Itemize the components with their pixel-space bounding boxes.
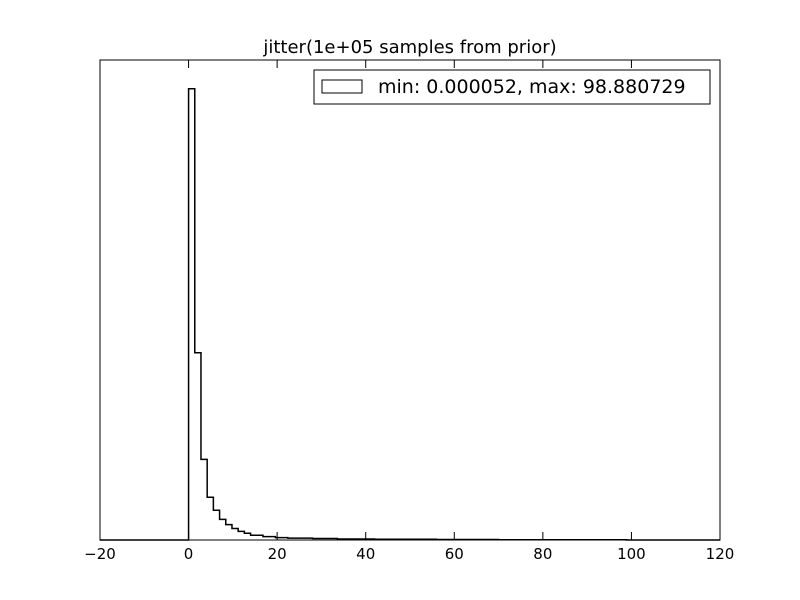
x-tick-label: 0 (184, 545, 194, 563)
legend-box (313, 69, 711, 105)
x-axis-ticks (99, 60, 721, 540)
x-tick-label: 100 (617, 545, 646, 563)
x-tick-label: 40 (356, 545, 375, 563)
legend: min: 0.000052, max: 98.880729 (313, 69, 711, 105)
x-tick-label: 80 (533, 545, 552, 563)
x-tick-label: −20 (84, 545, 116, 563)
chart-title: jitter(1e+05 samples from prior) (262, 37, 556, 58)
plot-area (99, 59, 721, 541)
x-tick-label: 60 (445, 545, 464, 563)
legend-label: min: 0.000052, max: 98.880729 (378, 76, 686, 98)
x-tick-label: 120 (706, 545, 735, 563)
histogram-step-line (100, 88, 720, 541)
legend-swatch (321, 79, 363, 94)
x-axis-tick-labels: −20 0 20 40 60 80 100 120 (84, 545, 734, 563)
x-tick-label: 20 (268, 545, 287, 563)
